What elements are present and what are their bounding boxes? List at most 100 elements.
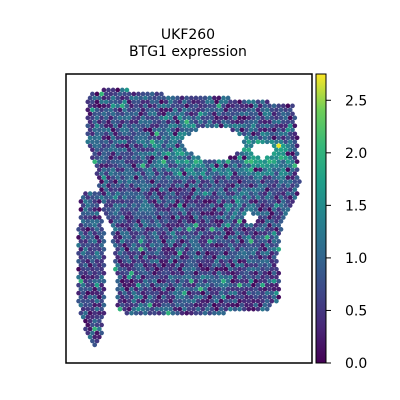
spot	[115, 286, 121, 292]
spot	[99, 227, 104, 232]
spot	[159, 266, 164, 272]
spot	[87, 191, 93, 196]
spot	[255, 211, 261, 216]
spot	[163, 242, 169, 248]
spot	[142, 159, 148, 165]
spot	[85, 131, 91, 137]
spot	[264, 163, 270, 169]
spot	[119, 223, 125, 228]
spot	[163, 219, 169, 224]
spot	[246, 99, 252, 105]
spot	[85, 290, 91, 296]
spot	[205, 171, 210, 176]
spot	[216, 286, 222, 292]
spot	[228, 282, 233, 288]
spot	[124, 215, 130, 220]
spot	[138, 127, 144, 133]
spot	[133, 278, 139, 284]
spot	[113, 266, 118, 272]
spot	[94, 250, 100, 256]
spot	[172, 179, 178, 184]
spot	[283, 131, 288, 137]
spot	[202, 159, 208, 165]
spot	[244, 167, 249, 173]
spot	[124, 151, 130, 157]
spot	[211, 199, 217, 204]
spot	[195, 306, 201, 312]
spot	[209, 195, 215, 200]
spot	[267, 239, 272, 244]
spot	[188, 191, 194, 196]
spot	[145, 163, 150, 169]
spot	[133, 294, 139, 300]
spot	[221, 270, 226, 276]
spot	[214, 235, 219, 240]
spot	[221, 199, 226, 204]
spot	[122, 242, 127, 248]
spot	[85, 274, 91, 280]
spot	[87, 334, 93, 340]
spot	[99, 139, 104, 145]
spot	[257, 302, 263, 308]
spot	[110, 207, 116, 212]
spot	[244, 286, 249, 292]
spot	[119, 302, 125, 308]
spot	[136, 195, 141, 200]
spot	[87, 135, 93, 141]
spot	[257, 175, 263, 180]
spot	[133, 103, 139, 109]
spot	[200, 274, 206, 280]
spot	[163, 195, 169, 200]
spot	[177, 298, 183, 304]
spot	[177, 155, 183, 161]
spot	[218, 179, 224, 184]
spot	[179, 191, 185, 196]
spot	[140, 131, 146, 137]
spot	[96, 135, 102, 141]
spot	[131, 242, 137, 248]
spot	[124, 254, 130, 260]
spot	[119, 262, 125, 268]
spot	[285, 159, 291, 165]
spot	[140, 211, 146, 216]
spot	[94, 131, 100, 137]
spot	[103, 107, 109, 113]
spot	[230, 302, 236, 308]
spot	[152, 199, 157, 204]
spot	[101, 270, 107, 276]
spot	[101, 151, 107, 157]
spot	[241, 250, 247, 256]
spot	[108, 139, 114, 145]
spot	[96, 119, 102, 125]
spot	[253, 278, 259, 284]
spot	[257, 199, 263, 204]
spot	[170, 223, 176, 228]
spot	[78, 246, 84, 252]
spot	[177, 99, 183, 105]
spot	[131, 139, 137, 145]
spot	[156, 191, 162, 196]
spot	[232, 179, 238, 184]
spot	[80, 298, 86, 304]
spot	[246, 179, 252, 184]
spot	[186, 211, 192, 216]
spot	[216, 270, 222, 276]
spot	[179, 199, 185, 204]
spot	[161, 302, 167, 308]
spot	[133, 135, 139, 141]
spot	[195, 123, 201, 129]
spot	[207, 223, 213, 228]
spot	[276, 246, 282, 252]
spot	[241, 179, 247, 184]
spot	[274, 147, 279, 153]
spot	[223, 179, 229, 184]
spot	[182, 171, 187, 176]
spot	[170, 207, 176, 212]
spot	[136, 163, 141, 169]
spot	[260, 131, 265, 137]
spot	[177, 258, 183, 264]
spot	[191, 211, 196, 216]
spot	[184, 286, 190, 292]
spot	[168, 139, 173, 145]
spot	[101, 95, 107, 101]
